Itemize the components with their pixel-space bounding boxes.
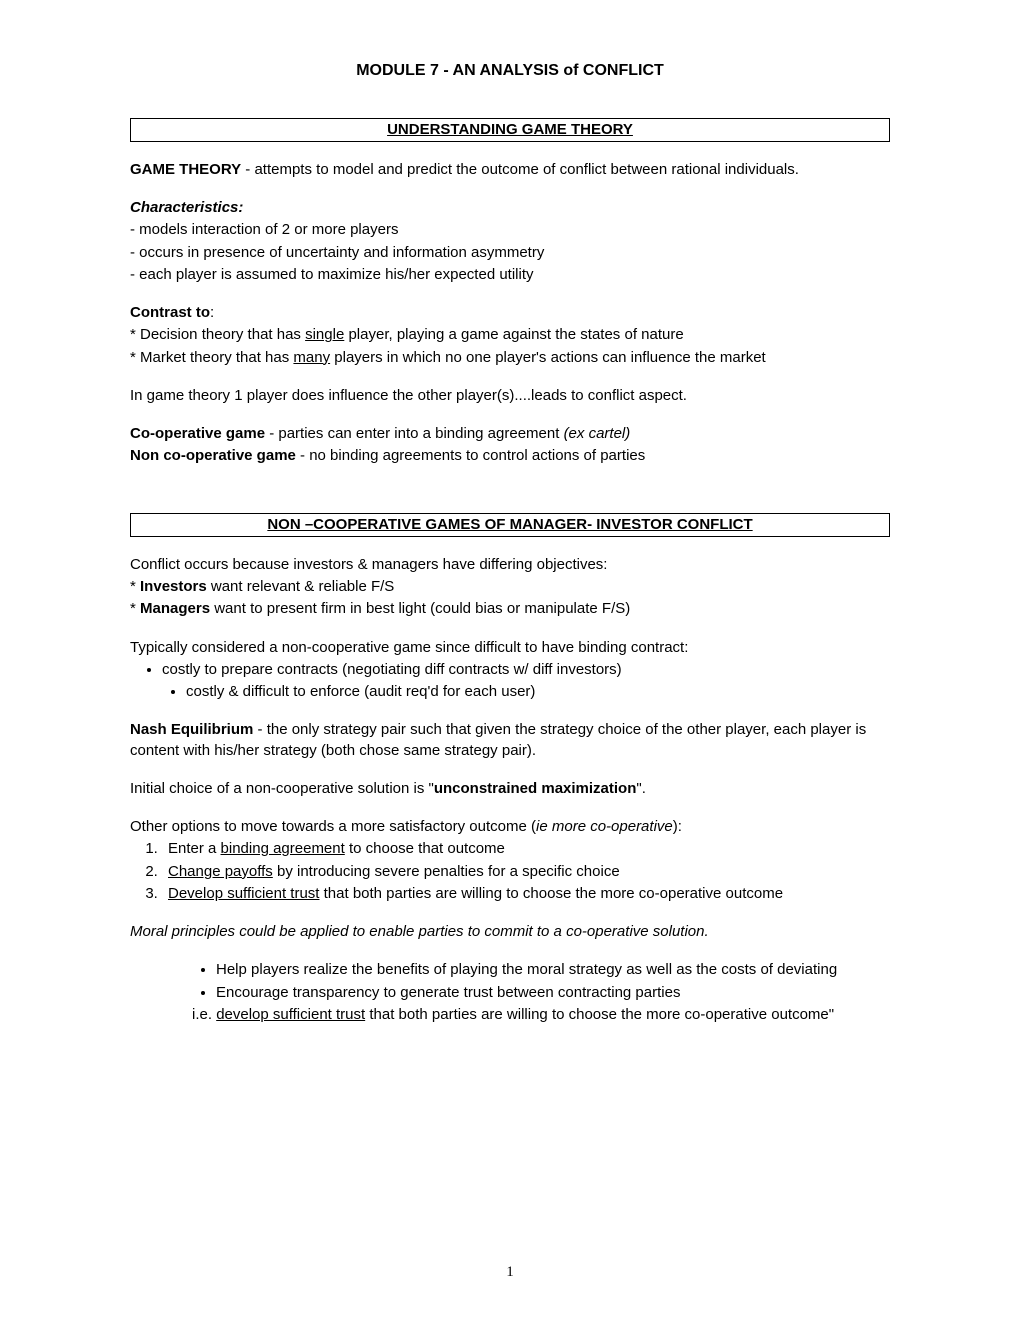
char-item-1: - models interaction of 2 or more player… (130, 220, 890, 240)
investors-line: * Investors want relevant & reliable F/S (130, 577, 890, 597)
o1a: Enter a (168, 840, 221, 857)
m3a: i.e. (192, 1006, 216, 1023)
initial-line: Initial choice of a non-cooperative solu… (130, 779, 890, 799)
colon: : (210, 304, 214, 321)
coop-label: Co-operative game (130, 425, 265, 442)
option-3: Develop sufficient trust that both parti… (162, 884, 890, 904)
o3a: Develop sufficient trust (168, 885, 319, 902)
characteristics-label: Characteristics: (130, 198, 890, 218)
moral-intro: Moral principles could be applied to ena… (130, 922, 890, 942)
coop-text: - parties can enter into a binding agree… (265, 425, 564, 442)
nash-label: Nash Equilibrium (130, 721, 253, 738)
init-a: Initial choice of a non-cooperative solu… (130, 780, 434, 797)
contrast-2-post: players in which no one player's actions… (330, 349, 766, 366)
contrast-label-line: Contrast to: (130, 303, 890, 323)
game-theory-text: - attempts to model and predict the outc… (241, 161, 799, 178)
m3b: develop sufficient trust (216, 1006, 365, 1023)
section-header-1: UNDERSTANDING GAME THEORY (130, 118, 890, 142)
option-2: Change payoffs by introducing severe pen… (162, 862, 890, 882)
typically-text: Typically considered a non-cooperative g… (130, 638, 890, 658)
inv-label: Investors (140, 578, 207, 595)
contrast-2: * Market theory that has many players in… (130, 348, 890, 368)
noncoop-label: Non co-operative game (130, 447, 296, 464)
section-header-2: NON –COOPERATIVE GAMES OF MANAGER- INVES… (130, 513, 890, 537)
game-theory-label: GAME THEORY (130, 161, 241, 178)
noncoop-text: - no binding agreements to control actio… (296, 447, 645, 464)
options-list: Enter a binding agreement to choose that… (130, 839, 890, 904)
moral-block: Help players realize the benefits of pla… (130, 960, 890, 1025)
typ-bullet-1: costly to prepare contracts (negotiating… (162, 660, 890, 680)
o2b: by introducing severe penalties for a sp… (273, 863, 620, 880)
moral-bullet-1: Help players realize the benefits of pla… (216, 960, 890, 980)
influence-text: In game theory 1 player does influence t… (130, 386, 890, 406)
inv-text: want relevant & reliable F/S (207, 578, 395, 595)
mgr-label: Managers (140, 600, 210, 617)
managers-line: * Managers want to present firm in best … (130, 599, 890, 619)
game-theory-def: GAME THEORY - attempts to model and pred… (130, 160, 890, 180)
typ-bullets-nested: costly & difficult to enforce (audit req… (130, 682, 890, 702)
o1c: to choose that outcome (345, 840, 505, 857)
moral-ie-line: i.e. develop sufficient trust that both … (184, 1005, 890, 1025)
noncoop-line: Non co-operative game - no binding agree… (130, 446, 890, 466)
char-item-3: - each player is assumed to maximize his… (130, 265, 890, 285)
o1b: binding agreement (221, 840, 345, 857)
inv-pre: * (130, 578, 140, 595)
coop-ex: (ex cartel) (564, 425, 631, 442)
contrast-1-post: player, playing a game against the state… (344, 326, 683, 343)
mgr-pre: * (130, 600, 140, 617)
init-c: ". (636, 780, 646, 797)
opts-b: ie more co-operative (536, 818, 673, 835)
module-title: MODULE 7 - AN ANALYSIS of CONFLICT (130, 60, 890, 82)
o2a: Change payoffs (168, 863, 273, 880)
page-number: 1 (0, 1262, 1020, 1282)
m3c: that both parties are willing to choose … (365, 1006, 834, 1023)
nash-line: Nash Equilibrium - the only strategy pai… (130, 720, 890, 761)
moral-bullets: Help players realize the benefits of pla… (184, 960, 890, 1003)
moral-bullet-2: Encourage transparency to generate trust… (216, 983, 890, 1003)
opts-c: ): (673, 818, 682, 835)
contrast-1-pre: * Decision theory that has (130, 326, 305, 343)
contrast-2-u: many (293, 349, 330, 366)
typ-bullets: costly to prepare contracts (negotiating… (130, 660, 890, 680)
contrast-label: Contrast to (130, 304, 210, 321)
contrast-2-pre: * Market theory that has (130, 349, 293, 366)
init-b: unconstrained maximization (434, 780, 637, 797)
option-1: Enter a binding agreement to choose that… (162, 839, 890, 859)
opts-a: Other options to move towards a more sat… (130, 818, 536, 835)
o3b: that both parties are willing to choose … (319, 885, 783, 902)
char-item-2: - occurs in presence of uncertainty and … (130, 243, 890, 263)
typ-bullet-2: costly & difficult to enforce (audit req… (186, 682, 890, 702)
contrast-1: * Decision theory that has single player… (130, 325, 890, 345)
options-intro: Other options to move towards a more sat… (130, 817, 890, 837)
conflict-intro: Conflict occurs because investors & mana… (130, 555, 890, 575)
coop-line: Co-operative game - parties can enter in… (130, 424, 890, 444)
contrast-1-u: single (305, 326, 344, 343)
mgr-text: want to present firm in best light (coul… (210, 600, 630, 617)
